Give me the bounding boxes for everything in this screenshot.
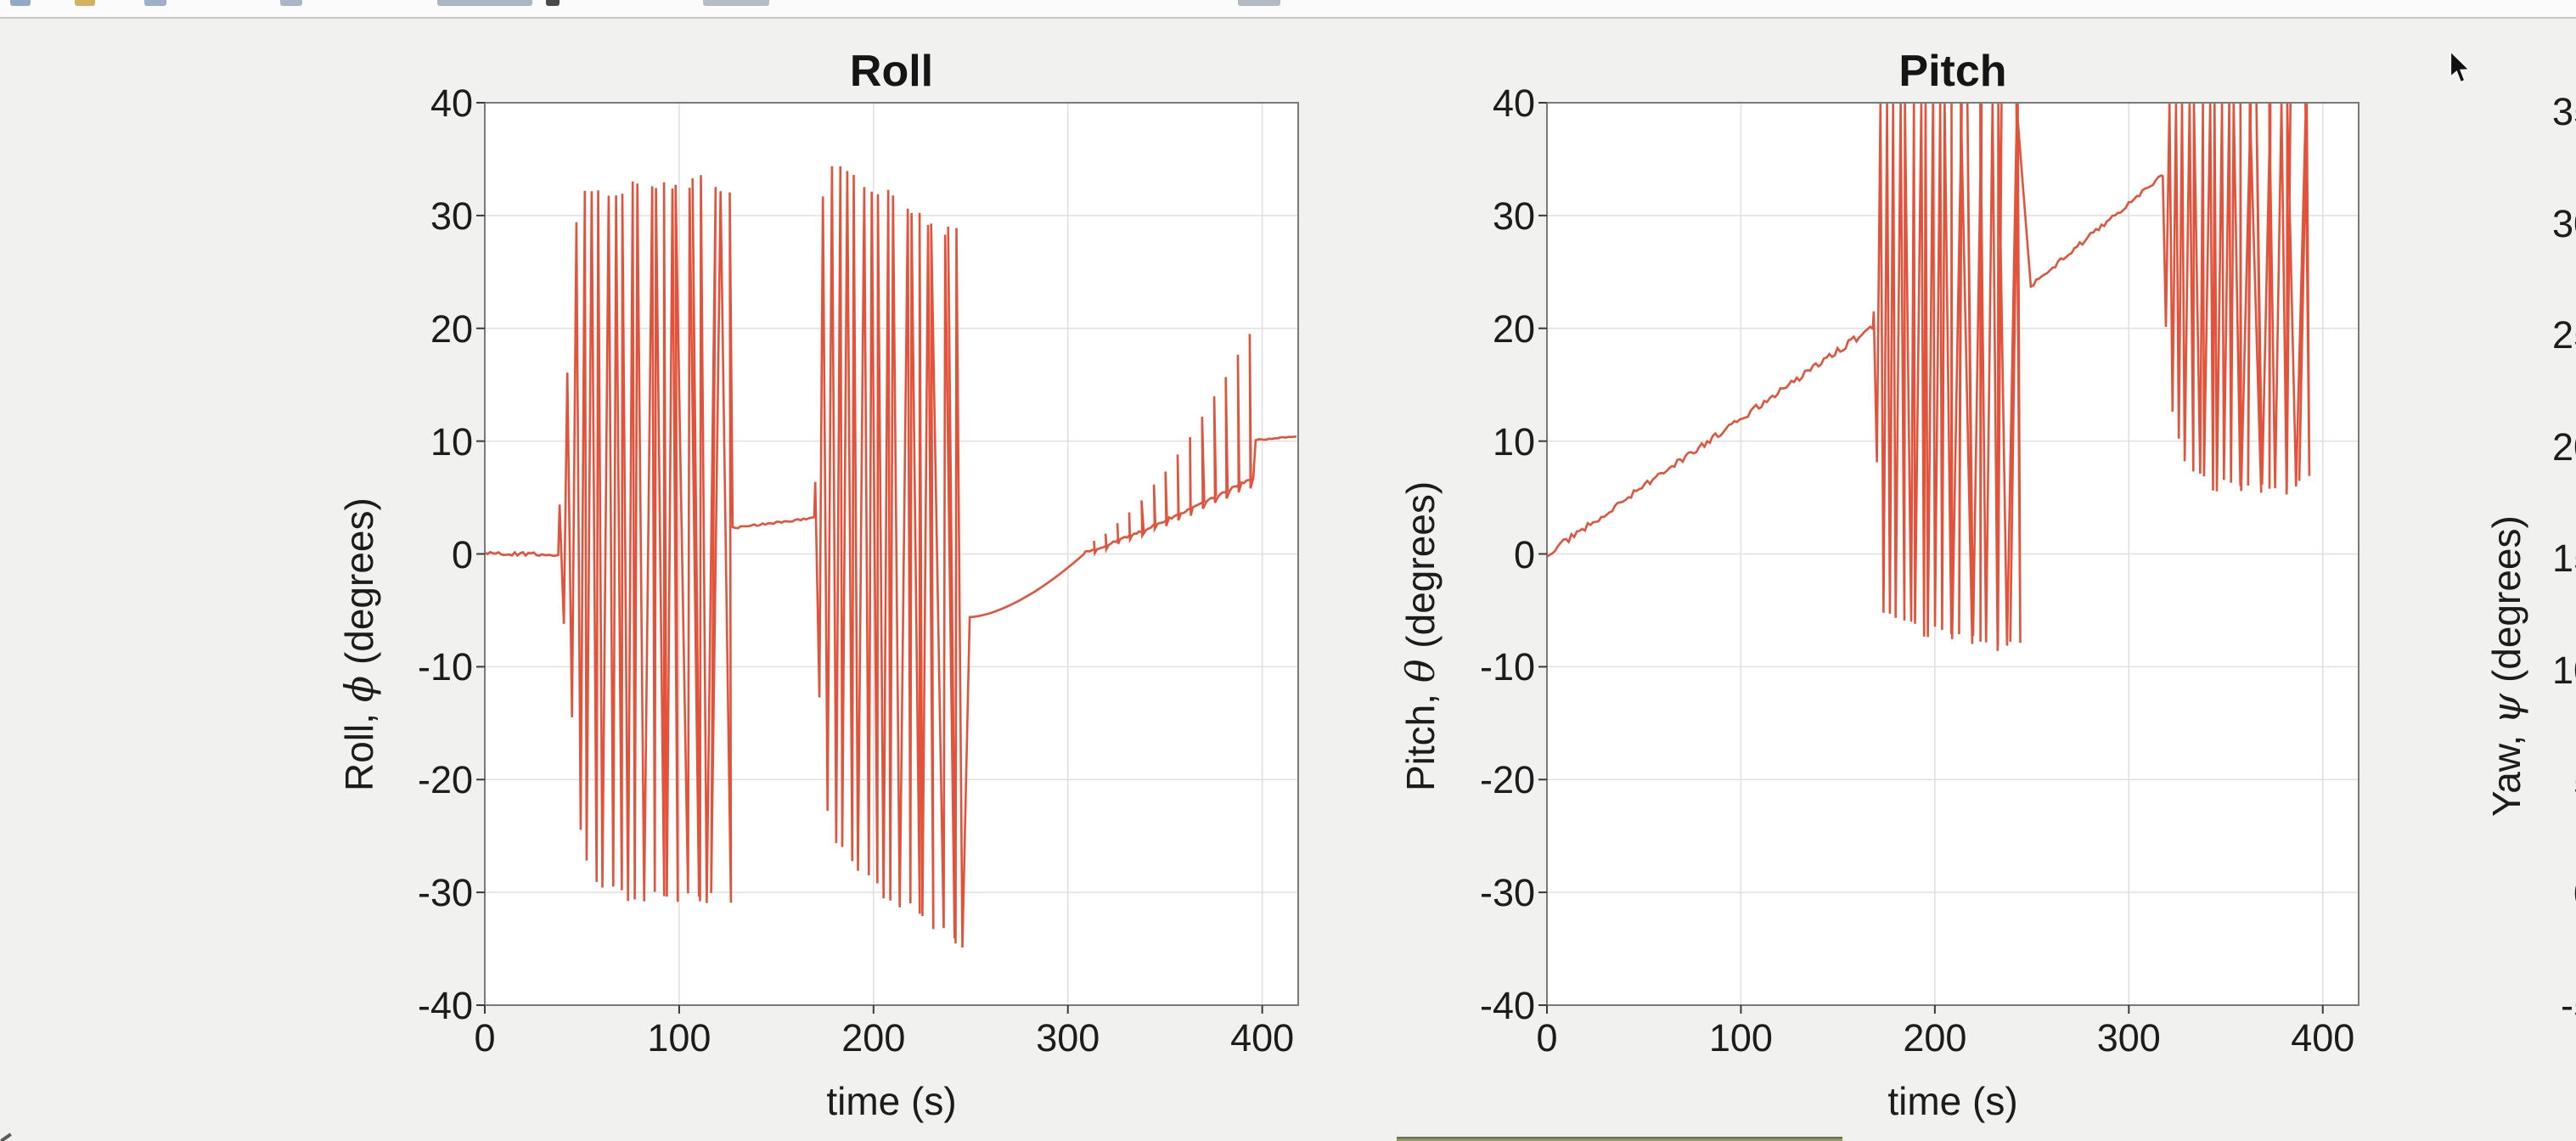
x-tick-label: 300	[1036, 1016, 1100, 1060]
mouse-cursor	[2449, 51, 2472, 84]
yaw-y-tick-label: 5	[2459, 763, 2576, 801]
yaw-y-tick-label: 20	[2551, 424, 2576, 469]
x-tick-label: 0	[474, 1016, 496, 1060]
roll-x-axis-label: time (s)	[826, 1079, 957, 1123]
y-tick-label: -40	[417, 984, 473, 1027]
y-tick-label: -40	[1479, 984, 1535, 1027]
psi-symbol: ψ	[2483, 693, 2529, 724]
x-tick-label: 100	[1708, 1016, 1773, 1060]
y-tick-label: 20	[1492, 306, 1535, 351]
toolbar-icon-sliver[interactable]	[437, 0, 532, 6]
x-tick-label: 100	[647, 1016, 711, 1060]
yaw-y-tick-label: 25	[2551, 313, 2576, 357]
y-tick-label: -30	[1479, 871, 1535, 915]
y-tick-label: 30	[1492, 194, 1535, 238]
yaw-y-tick-label: 35	[2551, 90, 2576, 133]
pitch-plot-title: Pitch	[1898, 47, 2007, 96]
y-tick-label: -10	[417, 645, 473, 689]
dock-edge-sliver	[1397, 1137, 1842, 1141]
y-tick-label: 20	[430, 306, 473, 351]
roll-axes[interactable]	[476, 102, 1299, 1014]
y-tick-label: -20	[1479, 758, 1535, 802]
toolbar-icon-sliver[interactable]	[10, 0, 31, 6]
y-tick-label: 10	[1492, 419, 1535, 464]
y-tick-label: 10	[430, 419, 473, 464]
toolbar-icon-sliver[interactable]	[1238, 0, 1280, 6]
y-tick-label: 0	[1513, 532, 1535, 576]
pitch-signal-line	[1546, 103, 2311, 651]
yaw-y-axis-label: Yaw, ψ (degrees)	[2483, 515, 2529, 817]
yaw-y-tick-label: 30	[2551, 201, 2576, 245]
y-tick-label: 0	[451, 532, 473, 576]
figure-canvas: Roll Roll, ϕ (degrees) time (s) Pitch Pi…	[0, 19, 2576, 1141]
roll-signal-line	[484, 166, 1297, 948]
pitch-x-axis-label: time (s)	[1887, 1079, 2018, 1123]
toolbar-icon-sliver[interactable]	[75, 0, 95, 6]
toolbar-icon-sliver[interactable]	[280, 0, 302, 6]
y-tick-label: -10	[1479, 645, 1535, 689]
x-tick-label: 400	[2291, 1016, 2355, 1060]
roll-plot-title: Roll	[849, 47, 934, 96]
yaw-y-tick-label: 10	[2551, 649, 2576, 692]
y-tick-label: 40	[1492, 82, 1535, 125]
y-tick-label: 40	[430, 82, 473, 125]
yaw-y-tick-label: -5	[2560, 983, 2576, 1027]
x-tick-label: 400	[1230, 1016, 1295, 1060]
yaw-y-tick-label: 0	[2459, 874, 2576, 913]
x-tick-label: 300	[2096, 1016, 2161, 1060]
toolbar-icon-sliver[interactable]	[703, 0, 769, 6]
toolbar-icon-sliver[interactable]	[546, 0, 560, 6]
toolbar-icon-sliver[interactable]	[144, 0, 166, 6]
figure-toolbar	[0, 0, 2576, 19]
y-tick-label: -30	[417, 871, 473, 915]
y-tick-label: -20	[417, 758, 473, 802]
x-tick-label: 200	[841, 1016, 906, 1060]
y-tick-label: 30	[430, 194, 473, 238]
yaw-y-tick-label: 15	[2551, 537, 2576, 581]
x-tick-label: 0	[1536, 1016, 1558, 1060]
pitch-axes[interactable]	[1538, 102, 2359, 1014]
x-tick-label: 200	[1903, 1016, 1967, 1060]
